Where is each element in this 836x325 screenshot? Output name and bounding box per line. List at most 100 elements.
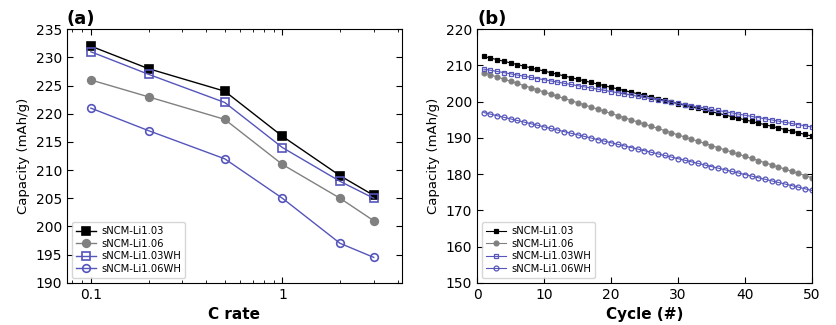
- sNCM-Li1.06: [498, 77, 508, 81]
- sNCM-Li1.03WH: [605, 90, 615, 94]
- sNCM-Li1.03WH: [806, 125, 816, 129]
- sNCM-Li1.03WH: [585, 86, 595, 90]
- sNCM-Li1.06WH: [538, 125, 548, 129]
- sNCM-Li1.06WH: [369, 255, 379, 259]
- sNCM-Li1.06: [793, 172, 803, 176]
- sNCM-Li1.03: [585, 81, 595, 84]
- sNCM-Li1.06: [806, 176, 816, 180]
- sNCM-Li1.06: [525, 86, 535, 90]
- sNCM-Li1.03: [719, 113, 729, 117]
- sNCM-Li1.03WH: [565, 83, 575, 86]
- sNCM-Li1.06WH: [558, 130, 568, 134]
- sNCM-Li1.06WH: [692, 162, 702, 165]
- sNCM-Li1.06: [579, 103, 589, 107]
- sNCM-Li1.03WH: [726, 111, 736, 115]
- sNCM-Li1.03WH: [706, 107, 716, 111]
- sNCM-Li1.03: [786, 129, 796, 133]
- sNCM-Li1.06WH: [334, 241, 344, 245]
- Line: sNCM-Li1.06WH: sNCM-Li1.06WH: [481, 110, 813, 193]
- sNCM-Li1.03: [712, 111, 722, 115]
- sNCM-Li1.03: [518, 64, 528, 68]
- sNCM-Li1.03WH: [652, 98, 662, 102]
- sNCM-Li1.03: [692, 107, 702, 111]
- sNCM-Li1.06: [585, 105, 595, 109]
- sNCM-Li1.06: [699, 141, 709, 145]
- sNCM-Li1.06WH: [686, 160, 696, 164]
- sNCM-Li1.03WH: [592, 87, 602, 91]
- sNCM-Li1.03WH: [478, 67, 488, 71]
- sNCM-Li1.03WH: [752, 116, 762, 120]
- sNCM-Li1.03WH: [86, 50, 96, 54]
- sNCM-Li1.06: [712, 146, 722, 150]
- sNCM-Li1.03WH: [545, 79, 555, 83]
- sNCM-Li1.06: [512, 82, 522, 85]
- sNCM-Li1.06WH: [605, 141, 615, 145]
- sNCM-Li1.06: [605, 111, 615, 115]
- sNCM-Li1.03: [605, 85, 615, 89]
- sNCM-Li1.06WH: [799, 187, 809, 191]
- sNCM-Li1.03WH: [579, 85, 589, 89]
- sNCM-Li1.03: [592, 82, 602, 86]
- sNCM-Li1.06: [86, 78, 96, 82]
- sNCM-Li1.06WH: [766, 179, 776, 183]
- sNCM-Li1.06: [143, 95, 153, 99]
- sNCM-Li1.03WH: [699, 106, 709, 110]
- sNCM-Li1.03: [739, 118, 749, 122]
- sNCM-Li1.03: [619, 89, 629, 93]
- sNCM-Li1.03: [679, 103, 689, 107]
- sNCM-Li1.06: [639, 122, 649, 126]
- sNCM-Li1.06WH: [220, 157, 230, 161]
- sNCM-Li1.03: [369, 193, 379, 197]
- sNCM-Li1.03: [538, 69, 548, 73]
- sNCM-Li1.06: [752, 159, 762, 162]
- sNCM-Li1.06: [659, 129, 669, 133]
- sNCM-Li1.03WH: [277, 146, 287, 150]
- sNCM-Li1.03: [706, 110, 716, 114]
- sNCM-Li1.06WH: [746, 174, 756, 178]
- sNCM-Li1.06: [558, 97, 568, 100]
- sNCM-Li1.06WH: [579, 135, 589, 138]
- X-axis label: Cycle (#): Cycle (#): [605, 307, 682, 322]
- sNCM-Li1.06: [759, 161, 769, 165]
- sNCM-Li1.06: [746, 157, 756, 161]
- sNCM-Li1.06: [672, 133, 682, 137]
- sNCM-Li1.03: [612, 87, 622, 91]
- sNCM-Li1.06WH: [572, 133, 582, 137]
- sNCM-Li1.03: [793, 131, 803, 135]
- sNCM-Li1.03WH: [525, 75, 535, 79]
- sNCM-Li1.03: [652, 97, 662, 101]
- sNCM-Li1.06WH: [699, 163, 709, 167]
- sNCM-Li1.03: [645, 95, 655, 99]
- sNCM-Li1.06: [719, 148, 729, 152]
- sNCM-Li1.06WH: [143, 129, 153, 133]
- sNCM-Li1.03: [492, 58, 502, 62]
- sNCM-Li1.06WH: [752, 176, 762, 180]
- Line: sNCM-Li1.06: sNCM-Li1.06: [481, 70, 813, 180]
- sNCM-Li1.06: [518, 84, 528, 87]
- sNCM-Li1.03: [334, 174, 344, 178]
- sNCM-Li1.03: [277, 134, 287, 138]
- Line: sNCM-Li1.03: sNCM-Li1.03: [481, 54, 813, 138]
- sNCM-Li1.03WH: [739, 113, 749, 117]
- sNCM-Li1.03WH: [369, 196, 379, 200]
- sNCM-Li1.03WH: [619, 92, 629, 96]
- sNCM-Li1.06: [665, 131, 675, 135]
- sNCM-Li1.06WH: [505, 117, 515, 121]
- sNCM-Li1.06: [786, 169, 796, 173]
- sNCM-Li1.03WH: [143, 72, 153, 76]
- sNCM-Li1.03: [143, 67, 153, 71]
- sNCM-Li1.06WH: [498, 115, 508, 119]
- sNCM-Li1.03: [779, 128, 789, 132]
- sNCM-Li1.03WH: [793, 123, 803, 127]
- sNCM-Li1.03WH: [746, 114, 756, 118]
- sNCM-Li1.03WH: [505, 72, 515, 76]
- sNCM-Li1.06WH: [545, 126, 555, 130]
- sNCM-Li1.03WH: [766, 118, 776, 122]
- X-axis label: C rate: C rate: [208, 307, 260, 322]
- sNCM-Li1.03: [599, 84, 609, 88]
- sNCM-Li1.06WH: [759, 177, 769, 181]
- sNCM-Li1.06: [492, 75, 502, 79]
- sNCM-Li1.03WH: [485, 68, 495, 72]
- sNCM-Li1.03: [478, 55, 488, 58]
- sNCM-Li1.03: [565, 76, 575, 80]
